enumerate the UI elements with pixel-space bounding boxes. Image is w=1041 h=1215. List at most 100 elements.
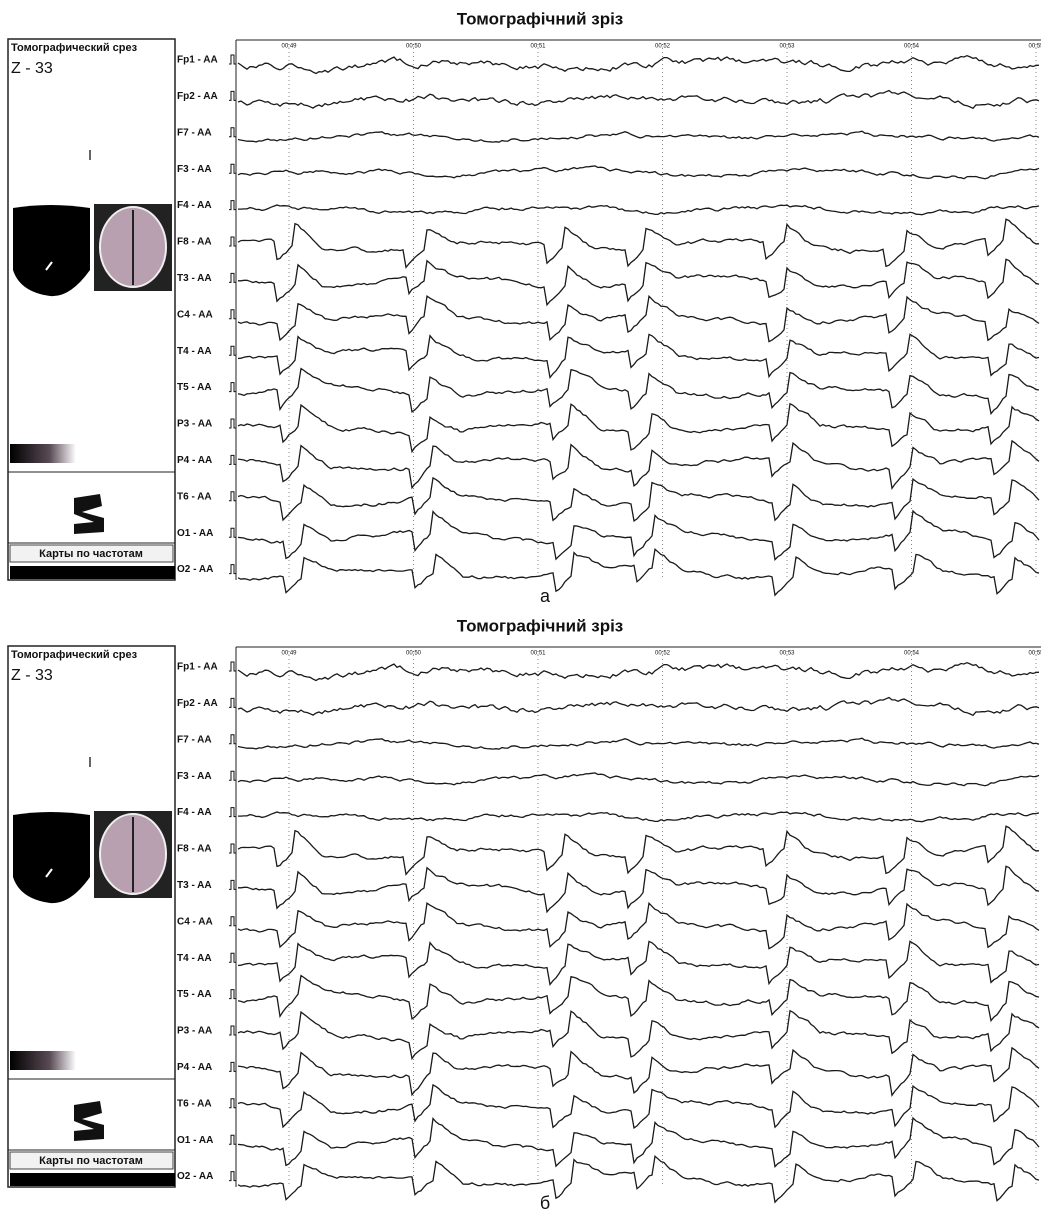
head-map [13,812,90,904]
channel-label: F3 - AA [177,164,212,175]
channel-label: F3 - AA [177,771,212,782]
slice-label: Z - 33 [11,667,53,684]
channel-label: Fp2 - AA [177,91,218,102]
time-label: 00:54 [904,651,920,657]
channel-label: T5 - AA [177,382,212,393]
sidebar-frame [7,645,176,1188]
channel-label: Fp1 - AA [177,55,218,66]
calibration-pulse [229,54,236,65]
channel-label: T4 - AA [177,953,212,964]
channel-label: F8 - AA [177,237,212,248]
calibration-pulse [229,527,236,538]
sidebar: Томографический срез Z - 33 Карты по часто… [7,645,176,1188]
calibration-pulse [229,952,236,963]
time-label: 00:50 [406,44,422,50]
calibration-pulse [229,564,236,575]
calibration-pulse [229,879,236,890]
frequency-icon [74,1101,104,1141]
time-label: 00:51 [530,44,546,50]
channel-label: O1 - AA [177,528,213,539]
eeg-trace [237,476,1040,522]
sidebar: Томографический срез Z - 33 Карты по часто… [7,38,176,581]
eeg-trace [237,1046,1040,1097]
time-label: 00:54 [904,44,920,50]
status-bar [10,1173,175,1186]
calibration-pulse [229,236,236,247]
calibration-pulse [229,1061,236,1072]
eeg-panel: Томографічний зріз Томографический срез Z … [7,9,1041,606]
channel-label: P4 - AA [177,1062,212,1073]
calibration-pulse [229,454,236,465]
calibration-pulse [229,200,236,211]
eeg-trace [238,204,1040,216]
eeg-trace [237,509,1040,561]
time-label: 00:52 [655,651,671,657]
eeg-trace [237,165,1040,180]
calibration-pulse [229,345,236,356]
eeg-trace [237,89,1040,110]
eeg-trace [237,1083,1040,1129]
calibration-pulse [229,807,236,818]
channel-label: F7 - AA [177,734,212,745]
time-label: 00:53 [779,651,795,657]
channel-label: O2 - AA [177,1171,213,1182]
eeg-trace [237,1009,1040,1061]
calibration-pulse [229,382,236,393]
color-scale [10,1051,76,1070]
channel-label: F4 - AA [177,200,212,211]
calibration-pulse [229,916,236,927]
channel-label: T6 - AA [177,1098,212,1109]
calibration-pulse [229,491,236,502]
frequency-button-label: Карты по частотам [39,1155,143,1167]
panel-title: Томографічний зріз [457,616,624,635]
calibration-pulse [229,1098,236,1109]
channel-label: T5 - AA [177,989,212,1000]
time-label: 00:49 [281,651,297,657]
slice-label: Z - 33 [11,60,53,77]
eeg-trace [237,547,1040,597]
sidebar-heading: Томографический срез [11,649,138,661]
panel-title: Томографічний зріз [457,9,624,28]
eeg-trace [237,367,1040,416]
eeg-trace [238,258,1040,307]
channel-label: C4 - AA [177,916,213,927]
eeg-trace [237,940,1040,987]
sidebar-heading: Томографический срез [11,42,138,54]
color-scale [10,444,76,463]
eeg-trace [237,54,1040,75]
panel-caption: б [540,1193,550,1213]
eeg-trace [237,130,1040,143]
calibration-pulse [229,1171,236,1182]
head-map [13,205,90,297]
calibration-pulse [229,661,236,672]
status-bar [10,566,175,579]
panel-caption: а [540,586,551,606]
calibration-pulse [229,272,236,283]
eeg-trace [237,825,1039,876]
eeg-trace [237,333,1040,380]
channel-label: T4 - AA [177,346,212,357]
eeg-trace [238,865,1040,914]
channel-label: T3 - AA [177,273,212,284]
frequency-button[interactable] [9,544,174,563]
channel-label: T6 - AA [177,491,212,502]
time-label: 00:50 [406,651,422,657]
eeg-trace [237,772,1040,787]
eeg-trace [237,737,1040,750]
channel-label: F7 - AA [177,127,212,138]
channel-label: P3 - AA [177,419,212,430]
eeg-trace [237,661,1040,682]
calibration-pulse [229,418,236,429]
frequency-button[interactable] [9,1151,174,1170]
calibration-pulse [229,127,236,138]
calibration-pulse [229,989,236,1000]
eeg-trace [237,974,1040,1023]
eeg-trace [237,218,1039,269]
calibration-pulse [229,309,236,320]
eeg-trace [237,402,1040,454]
calibration-pulse [229,734,236,745]
eeg-trace [237,1116,1040,1168]
channel-label: O1 - AA [177,1135,213,1146]
channel-label: F8 - AA [177,844,212,855]
